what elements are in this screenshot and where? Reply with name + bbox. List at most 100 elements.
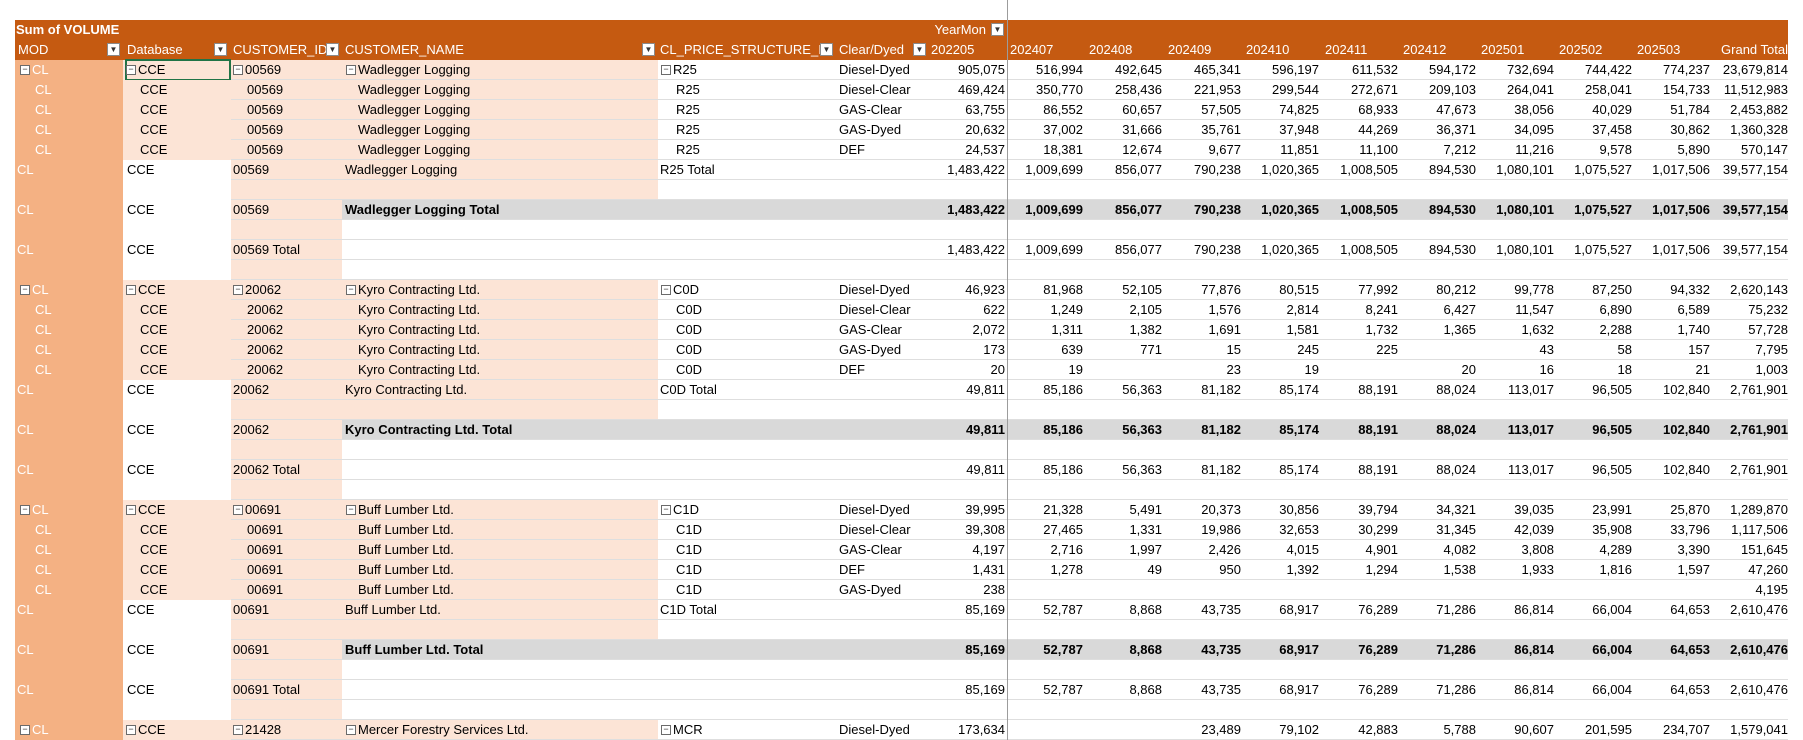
price-structure-sort-filter-icon[interactable]: ▼ [820, 43, 833, 56]
collapse-minus-icon[interactable]: − [233, 724, 243, 735]
collapse-minus-icon[interactable]: − [20, 64, 30, 75]
value-cell: 15 [1226, 342, 1241, 357]
customer-id-cell: −20062 [233, 280, 281, 300]
value-cell: 151,645 [1741, 542, 1788, 557]
value-cell: 1,740 [1677, 322, 1710, 337]
value-cell: 9,578 [1599, 142, 1632, 157]
value-cell: 56,363 [1122, 462, 1162, 477]
price-structure-cell: R25 [676, 102, 700, 117]
value-cell: 23,489 [1201, 722, 1241, 737]
value-cell: 1,392 [1286, 562, 1319, 577]
value-cell: 744,422 [1585, 62, 1632, 77]
clear-dyed-sort-filter-icon[interactable]: ▼ [913, 43, 926, 56]
mod-cell: CL [17, 202, 34, 217]
mod-cell: CL [35, 322, 52, 337]
value-cell: 43 [1539, 342, 1554, 357]
database-cell: CCE [140, 362, 168, 377]
value-cell: 86,552 [1043, 102, 1083, 117]
row-gridline [231, 719, 1788, 720]
row-gridline [231, 579, 1788, 580]
collapse-minus-icon[interactable]: − [661, 284, 671, 295]
value-cell: 154,733 [1663, 82, 1710, 97]
mod-cell: CL [17, 462, 34, 477]
collapse-minus-icon[interactable]: − [126, 64, 136, 75]
collapse-minus-icon[interactable]: − [661, 504, 671, 515]
value-cell: 43,735 [1201, 642, 1241, 657]
value-cell: 88,191 [1358, 422, 1398, 437]
database-band [123, 340, 231, 360]
database-band [123, 140, 231, 160]
clear-dyed-cell: GAS-Clear [839, 322, 902, 337]
customer-name-cell: Kyro Contracting Ltd. [358, 342, 481, 357]
collapse-minus-icon[interactable]: − [20, 284, 30, 295]
customer-name-cell: Wadlegger Logging [358, 142, 471, 157]
customer-id-filter-icon[interactable]: ▼ [326, 43, 339, 56]
row-gridline [231, 159, 1788, 160]
row-gridline [231, 219, 1788, 220]
customer-name-cell: Kyro Contracting Ltd. [358, 302, 481, 317]
value-cell: 30,299 [1358, 522, 1398, 537]
price-structure-cell: R25 [676, 82, 700, 97]
value-cell: 68,933 [1358, 102, 1398, 117]
yearmon-sort-filter-icon[interactable]: ▼ [991, 23, 1004, 36]
value-cell: 1,117,506 [1731, 522, 1788, 537]
total-row-band [342, 420, 1788, 440]
value-cell: 27,465 [1043, 522, 1083, 537]
value-cell: 51,784 [1670, 102, 1710, 117]
value-cell: 11,100 [1359, 142, 1398, 157]
price-structure-cell: C0D [676, 322, 703, 337]
collapse-minus-icon[interactable]: − [126, 504, 136, 515]
customer-id-column-band [231, 60, 342, 740]
collapse-minus-icon[interactable]: − [346, 504, 356, 515]
row-gridline [231, 679, 1788, 680]
value-cell: 4,901 [1365, 542, 1398, 557]
collapse-minus-icon[interactable]: − [20, 504, 30, 515]
collapse-minus-icon[interactable]: − [233, 64, 243, 75]
price-structure-cell: − C1D [661, 500, 699, 520]
customer-name-band [342, 280, 658, 300]
mod-filter-dropdown-icon[interactable]: ▼ [107, 43, 120, 56]
customer-name-cell: Wadlegger Logging [358, 82, 471, 97]
value-cell: 86,814 [1514, 602, 1554, 617]
customer-name-filter-dropdown-icon[interactable]: ▼ [642, 43, 655, 56]
blank-row [0, 400, 1803, 420]
customer-id-cell: 00569 Total [233, 242, 300, 257]
collapse-minus-icon[interactable]: − [661, 724, 671, 735]
collapse-minus-icon[interactable]: − [661, 64, 671, 75]
value-cell: 86,814 [1514, 682, 1554, 697]
table-row: CL CCE 20062 Kyro Contracting Ltd. C0D Diesel… [0, 300, 1803, 320]
collapse-minus-icon[interactable]: − [346, 64, 356, 75]
collapse-minus-icon[interactable]: − [126, 284, 136, 295]
blank-row [0, 480, 1803, 500]
database-band [123, 80, 231, 100]
customer-name-cell: Buff Lumber Ltd. [358, 582, 454, 597]
subtotal-row: CL CCE 00691 Buff Lumber Ltd. Total 85,169 52… [0, 640, 1803, 660]
value-cell: 905,075 [958, 62, 1005, 77]
value-cell: 1,009,699 [1025, 162, 1083, 177]
value-cell: 157 [1688, 342, 1710, 357]
collapse-minus-icon[interactable]: − [233, 504, 243, 515]
collapse-minus-icon[interactable]: − [346, 724, 356, 735]
value-cell: 96,505 [1592, 382, 1632, 397]
value-cell: 6,589 [1677, 302, 1710, 317]
value-cell: 113,017 [1507, 462, 1554, 477]
value-cell: 19 [1068, 362, 1083, 377]
database-sort-filter-icon[interactable]: ▼ [214, 43, 227, 56]
value-cell: 74,825 [1279, 102, 1319, 117]
value-cell [1165, 580, 1241, 600]
collapse-minus-icon[interactable]: − [233, 284, 243, 295]
row-gridline [231, 419, 1788, 420]
collapse-minus-icon[interactable]: − [20, 724, 30, 735]
row-gridline [231, 599, 1788, 600]
value-cell: 465,341 [1194, 62, 1241, 77]
collapse-minus-icon[interactable]: − [346, 284, 356, 295]
value-cell: 52,787 [1043, 602, 1083, 617]
database-cell: CCE [140, 142, 168, 157]
value-cell [1243, 580, 1319, 600]
customer-name-cell: Buff Lumber Ltd. Total [345, 642, 484, 657]
value-cell: 8,868 [1129, 602, 1162, 617]
value-cell: 245 [1297, 342, 1319, 357]
mod-cell: − CL [20, 500, 49, 520]
value-cell: 4,289 [1599, 542, 1632, 557]
collapse-minus-icon[interactable]: − [126, 724, 136, 735]
